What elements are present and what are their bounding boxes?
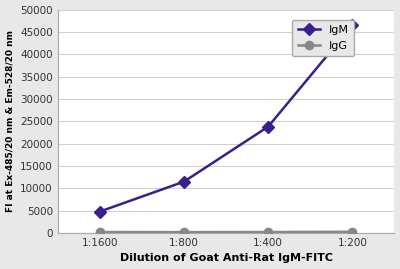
- Line: IgG: IgG: [96, 228, 356, 236]
- IgM: [98, 210, 102, 213]
- IgM: [182, 180, 186, 183]
- Y-axis label: FI at Ex-485/20 nm & Em-528/20 nm: FI at Ex-485/20 nm & Em-528/20 nm: [6, 30, 14, 212]
- IgM: [266, 125, 270, 128]
- IgG: [182, 231, 186, 234]
- Line: IgM: IgM: [96, 21, 356, 216]
- IgG: [266, 231, 270, 234]
- IgG: [350, 230, 355, 233]
- IgG: [98, 231, 102, 234]
- X-axis label: Dilution of Goat Anti-Rat IgM-FITC: Dilution of Goat Anti-Rat IgM-FITC: [120, 253, 332, 263]
- IgM: [350, 24, 355, 27]
- Legend: IgM, IgG: IgM, IgG: [292, 20, 354, 56]
